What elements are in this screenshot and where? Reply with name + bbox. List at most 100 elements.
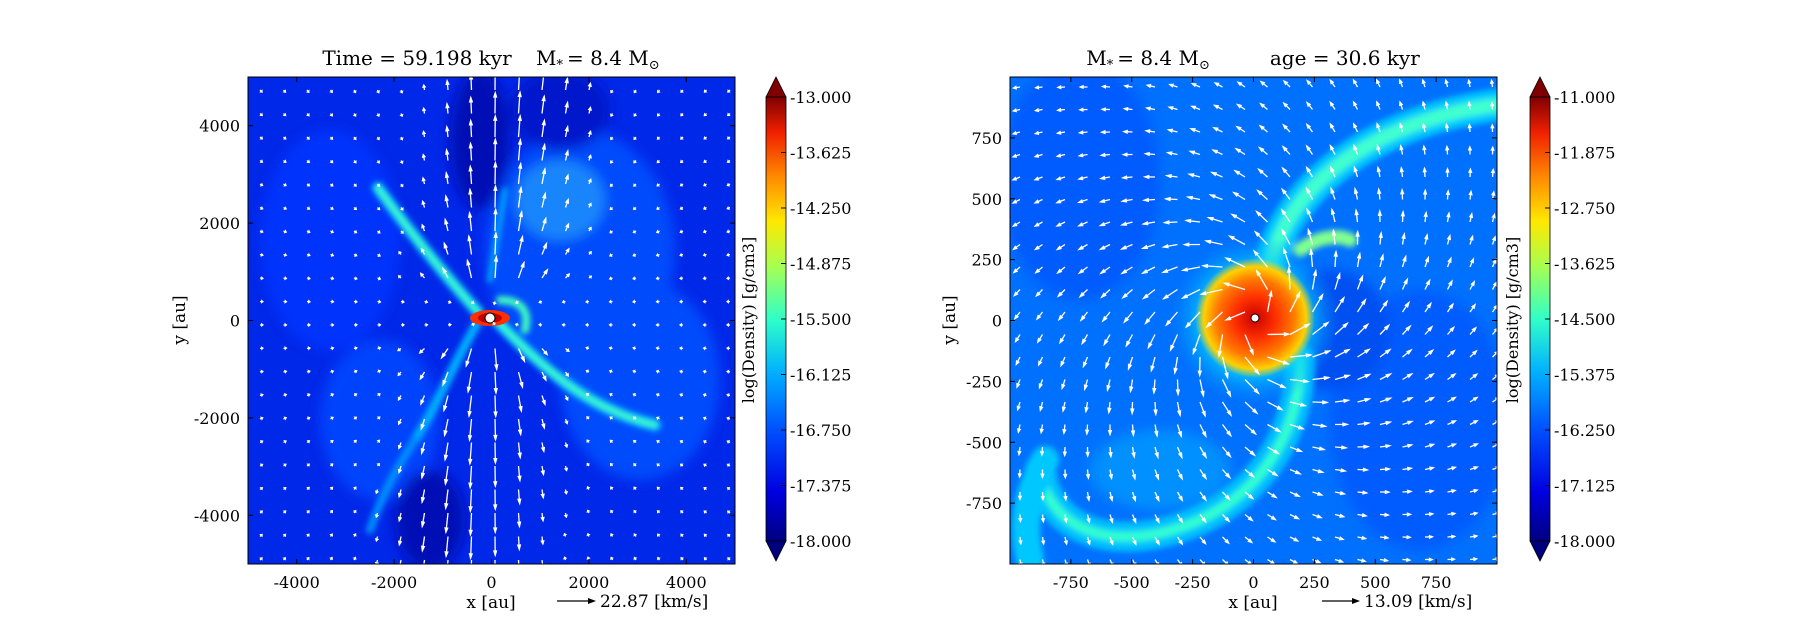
- velocity-arrow: [1222, 559, 1229, 564]
- velocity-arrowhead: [1061, 406, 1067, 413]
- velocity-arrowhead: [655, 299, 659, 304]
- x-tick-label: 0: [486, 573, 496, 592]
- velocity-arrowhead: [1201, 517, 1207, 524]
- velocity-arrowhead: [377, 369, 382, 374]
- velocity-arrowhead: [1224, 472, 1232, 480]
- x-tick-label: 4000: [666, 573, 707, 592]
- velocity-arrowhead: [1473, 511, 1479, 516]
- velocity-arrowhead: [1490, 145, 1495, 151]
- right-colorbar-label: log(Density) [g/cm3]: [1503, 237, 1522, 403]
- velocity-arrowhead: [1445, 144, 1450, 151]
- velocity-arrowhead: [493, 160, 498, 168]
- velocity-arrowhead: [587, 105, 592, 111]
- velocity-arrowhead: [1014, 337, 1020, 344]
- velocity-arrowhead: [1377, 209, 1383, 217]
- velocity-arrowhead: [1427, 325, 1434, 332]
- velocity-arrowhead: [1495, 556, 1497, 562]
- velocity-arrowhead: [492, 90, 498, 98]
- velocity-arrowhead: [1317, 468, 1325, 474]
- velocity-arrowhead: [1282, 360, 1291, 365]
- velocity-arrowhead: [1422, 122, 1427, 129]
- velocity-arrowhead: [331, 299, 335, 304]
- x-tick-label: -750: [1053, 573, 1089, 592]
- velocity-arrowhead: [1077, 175, 1084, 181]
- velocity-arrowhead: [1039, 428, 1044, 435]
- velocity-arrowhead: [1363, 444, 1371, 449]
- velocity-arrowhead: [1320, 423, 1328, 428]
- velocity-arrowhead: [444, 527, 449, 535]
- velocity-arrowhead: [633, 509, 638, 514]
- velocity-arrowhead: [703, 182, 707, 187]
- velocity-arrowhead: [1473, 488, 1479, 494]
- velocity-arrowhead: [1494, 420, 1497, 425]
- velocity-arrowhead: [543, 350, 549, 356]
- velocity-arrowhead: [540, 540, 545, 546]
- velocity-arrowhead: [633, 183, 637, 187]
- velocity-arrowhead: [1235, 103, 1243, 109]
- velocity-arrowhead: [585, 299, 589, 304]
- velocity-arrowhead: [377, 253, 381, 257]
- velocity-arrowhead: [1467, 100, 1472, 107]
- velocity-arrowhead: [1450, 372, 1457, 379]
- velocity-arrowhead: [563, 514, 569, 519]
- velocity-arrow: [541, 559, 544, 564]
- velocity-arrowhead: [307, 276, 311, 281]
- velocity-arrowhead: [493, 434, 498, 442]
- velocity-arrowhead: [1141, 197, 1150, 203]
- velocity-arrowhead: [467, 210, 473, 218]
- velocity-arrowhead: [1035, 291, 1041, 298]
- velocity-arrowhead: [1129, 386, 1134, 394]
- velocity-arrowhead: [1428, 557, 1434, 562]
- velocity-arrowhead: [1333, 249, 1338, 257]
- velocity-arrowhead: [1208, 194, 1216, 199]
- left-vector-key: 22.87 [km/s]: [557, 592, 708, 612]
- velocity-arrowhead: [1305, 101, 1312, 108]
- velocity-arrowhead: [1131, 473, 1136, 481]
- velocity-arrowhead: [1099, 152, 1106, 158]
- velocity-arrowhead: [259, 112, 263, 117]
- velocity-arrowhead: [1257, 146, 1265, 153]
- velocity-arrowhead: [1381, 276, 1386, 284]
- velocity-arrowhead: [588, 275, 593, 279]
- velocity-arrowhead: [515, 300, 519, 304]
- velocity-arrowhead: [1376, 143, 1381, 151]
- velocity-arrowhead: [518, 185, 523, 193]
- colorbar-tick-label: -15.500: [790, 310, 851, 329]
- velocity-arrowhead: [726, 252, 730, 257]
- velocity-arrowhead: [352, 89, 357, 94]
- x-tick-label: -500: [1114, 573, 1150, 592]
- velocity-arrowhead: [1293, 514, 1301, 520]
- velocity-arrowhead: [517, 113, 522, 122]
- velocity-arrowhead: [563, 532, 568, 537]
- velocity-arrowhead: [1163, 196, 1171, 202]
- velocity-arrowhead: [1429, 466, 1436, 471]
- velocity-arrowhead: [1471, 349, 1478, 356]
- x-tick-label: 0: [1248, 573, 1258, 592]
- velocity-arrowhead: [259, 557, 263, 561]
- velocity-arrowhead: [1189, 128, 1196, 133]
- velocity-arrowhead: [1142, 174, 1150, 180]
- velocity-arrowhead: [1085, 451, 1090, 458]
- velocity-arrowhead: [1426, 301, 1432, 309]
- velocity-arrowhead: [655, 229, 660, 234]
- velocity-arrowhead: [1082, 361, 1088, 369]
- velocity-arrowhead: [1212, 126, 1219, 132]
- velocity-arrowhead: [633, 89, 638, 94]
- velocity-arrowhead: [1270, 537, 1277, 543]
- velocity-arrowhead: [540, 470, 545, 477]
- velocity-arrowhead: [1231, 191, 1240, 198]
- velocity-arrowhead: [329, 89, 333, 94]
- velocity-arrowhead: [308, 322, 311, 328]
- velocity-arrowhead: [565, 222, 570, 229]
- velocity-arrowhead: [656, 416, 660, 421]
- velocity-arrowhead: [1190, 83, 1197, 88]
- velocity-arrowhead: [1272, 448, 1281, 455]
- velocity-arrowhead: [493, 230, 498, 238]
- velocity-arrowhead: [1141, 221, 1149, 226]
- velocity-arrowhead: [1473, 443, 1479, 448]
- velocity-arrowhead: [703, 89, 708, 93]
- velocity-arrowhead: [1405, 324, 1412, 332]
- velocity-arrowhead: [1187, 173, 1195, 178]
- velocity-arrowhead: [726, 112, 731, 117]
- velocity-arrowhead: [702, 276, 706, 281]
